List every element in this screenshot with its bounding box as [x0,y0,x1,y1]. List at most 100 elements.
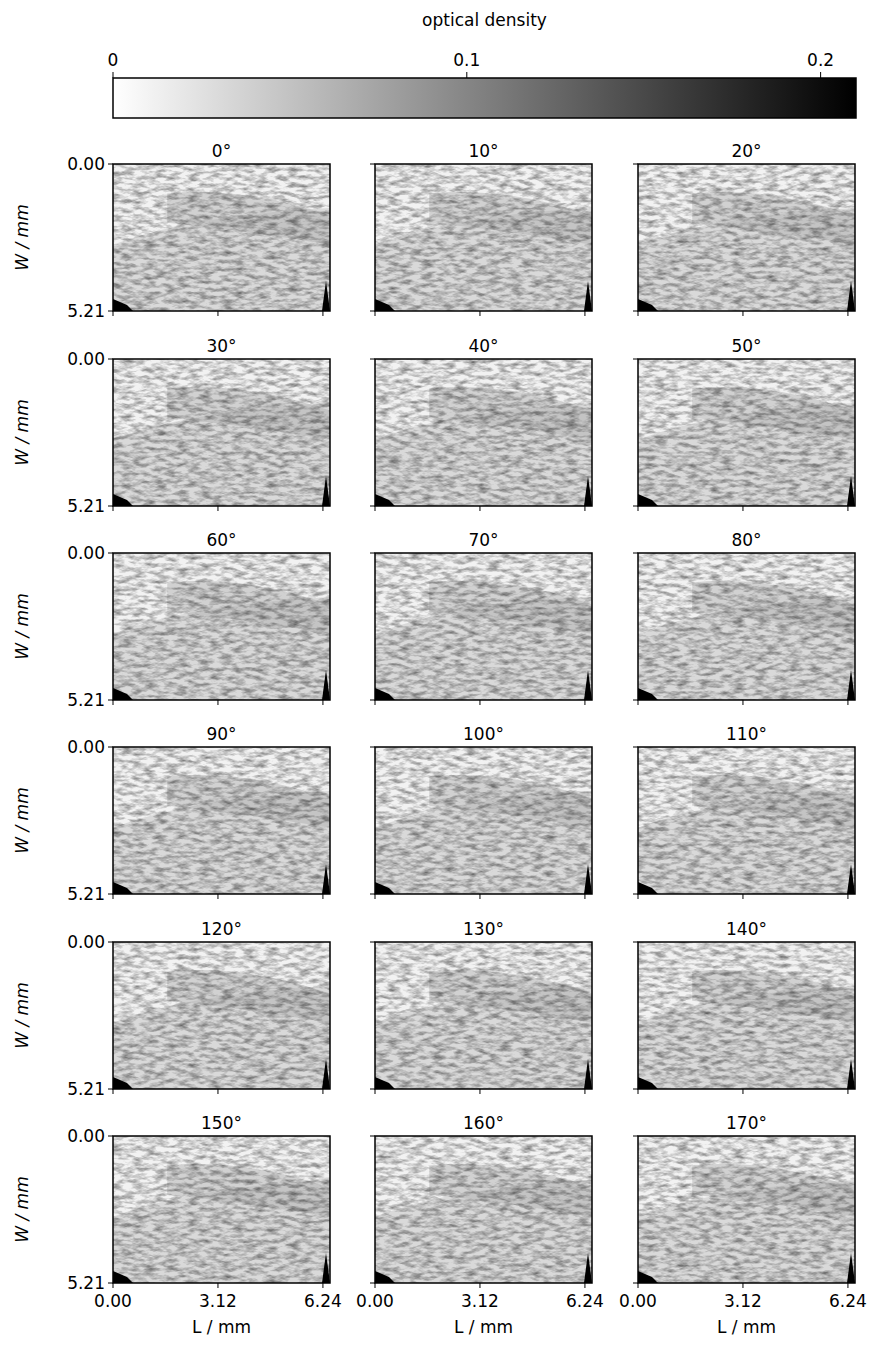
panel-title: 10° [468,141,498,161]
x-tick [584,506,585,511]
panel-title: 120° [201,919,242,939]
y-tick [370,506,375,507]
texture [375,747,592,894]
x-tick [375,506,376,511]
y-tick-label: 5.21 [67,301,105,321]
y-tick [633,1089,638,1090]
colorbar-tick [466,72,467,78]
frame [375,747,592,894]
panel-title: 0° [212,141,231,161]
x-tick [217,1089,218,1094]
y-tick [633,359,638,360]
image-ground [638,747,855,894]
y-tick [370,747,375,748]
panel-title: 70° [468,530,498,550]
dark-edge [638,299,658,311]
x-tick [322,506,323,511]
x-tick-label: 6.24 [829,1291,867,1311]
image [375,553,592,700]
dark-edge [113,882,133,894]
panel: 70° [370,530,592,705]
panel: 10° [370,141,592,316]
frame [375,553,592,700]
frame [375,359,592,506]
frame [638,942,855,1089]
dark-edge [584,1059,592,1089]
image-ground [638,553,855,700]
x-tick [479,506,480,511]
y-tick [633,553,638,554]
dark-edge [638,688,658,700]
frame [113,164,330,311]
panel: 30°0.005.21W / mm [12,336,330,516]
panel-title: 60° [206,530,236,550]
image [638,164,855,311]
image-ground [375,747,592,894]
image-ground [638,942,855,1089]
dark-edge [584,864,592,894]
x-tick [217,894,218,899]
y-tick [108,747,113,748]
image-ground [638,1136,855,1283]
dark-edge [638,1077,658,1089]
x-tick [217,1283,218,1288]
panel: 140° [633,919,855,1094]
dark-edge [847,476,855,506]
y-tick [370,1283,375,1284]
panel: 90°0.005.21W / mm [12,724,330,904]
frame [113,1136,330,1283]
x-tick-label: 3.12 [461,1291,499,1311]
x-tick [479,1283,480,1288]
texture [113,359,330,506]
dark-edge [375,1271,395,1283]
texture [375,164,592,311]
x-tick [217,311,218,316]
x-tick [638,311,639,316]
y-tick [370,311,375,312]
panel: 40° [370,336,592,511]
x-tick-label: 3.12 [199,1291,237,1311]
panel-title: 90° [206,724,236,744]
image [375,942,592,1089]
x-tick [322,1089,323,1094]
y-tick [633,311,638,312]
frame [375,942,592,1089]
x-tick [479,894,480,899]
x-tick [742,1089,743,1094]
texture [375,553,592,700]
dark-edge [113,688,133,700]
dark-edge [584,1253,592,1283]
panel-title: 140° [726,919,767,939]
frame [638,553,855,700]
dark-edge [113,1077,133,1089]
x-tick [638,506,639,511]
x-tick [113,1283,114,1288]
image [113,942,330,1089]
y-tick [108,1283,113,1284]
colorbar-tick [113,72,114,78]
frame [113,359,330,506]
y-tick [370,359,375,360]
x-tick [584,1283,585,1288]
image-ground [113,359,330,506]
y-tick-label: 5.21 [67,496,105,516]
x-tick-label: 6.24 [304,1291,342,1311]
panel-title: 40° [468,336,498,356]
y-tick-label: 0.00 [67,737,105,757]
frame [113,942,330,1089]
dark-edge [113,1271,133,1283]
dark-edge [322,864,330,894]
x-tick [217,700,218,705]
y-tick-label: 5.21 [67,884,105,904]
y-tick [108,164,113,165]
colorbar-tick-label: 0 [108,50,119,70]
image [113,553,330,700]
y-tick-label: 5.21 [67,1079,105,1099]
x-tick [638,1283,639,1288]
y-tick [108,506,113,507]
dark-edge [847,281,855,311]
y-tick [370,164,375,165]
dark-edge [375,688,395,700]
texture [113,942,330,1089]
panel-title: 110° [726,724,767,744]
